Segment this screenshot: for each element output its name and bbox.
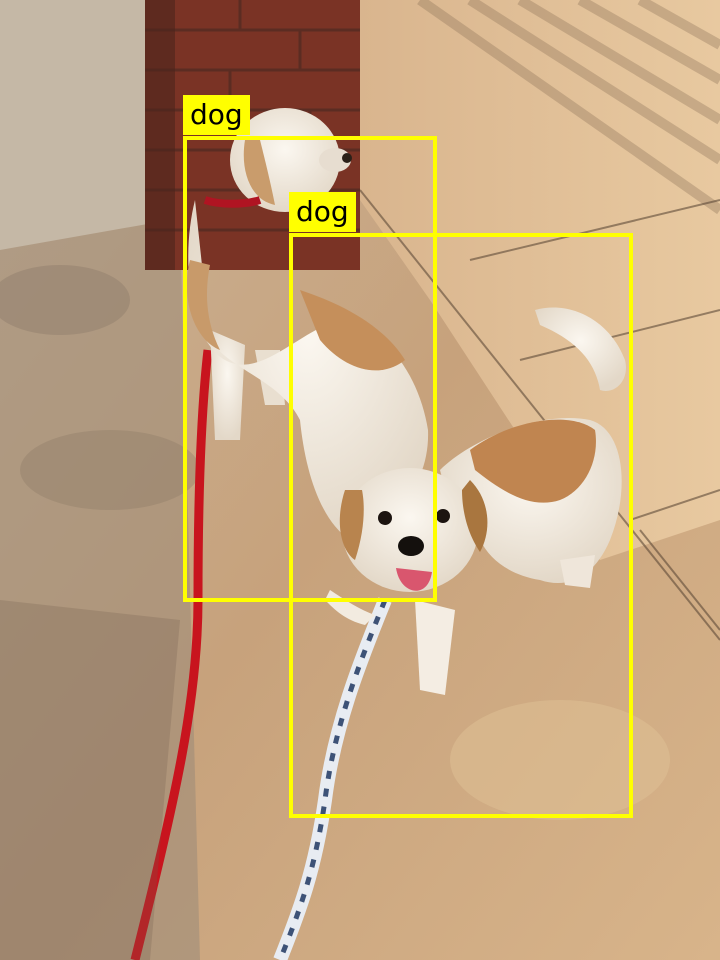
dog-left [186,108,429,540]
stain [450,700,670,820]
red-leash [130,349,213,960]
tile-grout [359,189,720,641]
railing-shadows [417,0,720,215]
dog-right [325,307,626,695]
detection-label-dog-left: dog [183,95,250,135]
shaded-concrete [0,220,200,960]
stain [0,265,130,335]
detection-label-dog-right: dog [289,192,356,232]
concrete-upper [0,0,170,250]
shadow [0,600,180,960]
stain [20,430,200,510]
leash-pattern [277,599,388,960]
